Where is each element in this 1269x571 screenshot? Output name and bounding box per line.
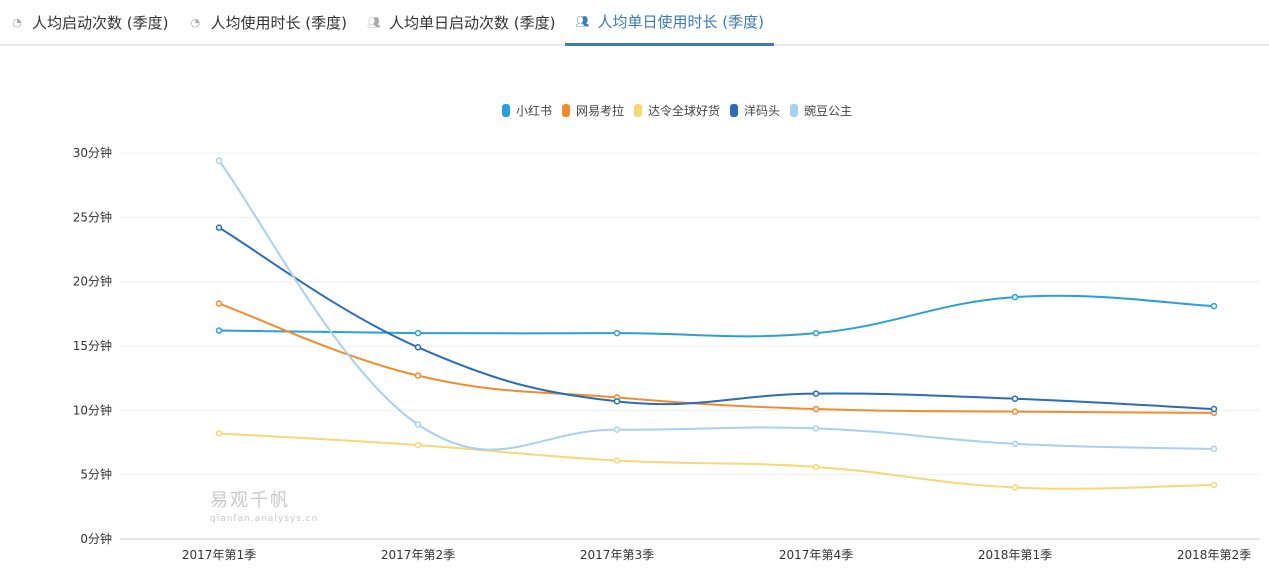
y-tick-label: 0分钟 <box>80 531 112 546</box>
chart-search-icon: ◔ <box>12 15 22 29</box>
data-point <box>1011 395 1019 403</box>
chart-legend: 小红书 网易考拉 达令全球好货 洋码头 豌豆公主 <box>502 102 862 119</box>
x-tick-label: 2018年第2季 <box>1177 548 1251 562</box>
series-line <box>218 226 1215 411</box>
data-point <box>215 300 223 307</box>
data-point <box>1210 405 1218 413</box>
y-tick-label: 10分钟 <box>73 402 112 417</box>
data-point <box>1210 302 1218 310</box>
data-point <box>1011 484 1019 491</box>
y-tick-label: 15分钟 <box>73 338 112 353</box>
tab-label: 人均单日启动次数 (季度) <box>388 13 556 32</box>
legend-swatch <box>562 104 571 117</box>
series-line <box>218 294 1215 338</box>
legend-swatch <box>730 104 739 117</box>
tab-usage-time-quarterly[interactable]: ◔ 人均使用时长 (季度) <box>178 0 356 44</box>
legend-item[interactable]: 达令全球好货 <box>634 102 720 119</box>
legend-label: 豌豆公主 <box>804 104 853 118</box>
data-point <box>414 329 422 337</box>
tab-label: 人均单日使用时长 (季度) <box>597 13 764 31</box>
data-point <box>812 329 820 337</box>
data-point <box>414 372 422 379</box>
data-point <box>812 405 820 413</box>
data-point <box>215 224 223 231</box>
legend-item[interactable]: 洋码头 <box>730 102 780 119</box>
data-point <box>613 398 621 405</box>
data-point <box>414 344 422 351</box>
legend-swatch <box>634 104 643 117</box>
watermark: 易观千帆 qianfan.analysys.cn <box>210 486 318 524</box>
x-tick-label: 2017年第1季 <box>182 548 256 562</box>
tab-daily-usage-time-quarterly[interactable]: 👥︎ 人均单日使用时长 (季度) <box>565 0 774 46</box>
data-point <box>613 426 621 433</box>
tab-label: 人均使用时长 (季度) <box>210 13 347 32</box>
legend-swatch <box>502 104 510 117</box>
data-point <box>812 463 820 471</box>
data-point <box>215 157 223 164</box>
data-point <box>1011 408 1019 415</box>
tab-daily-launches-quarterly[interactable]: 👥︎ 人均单日启动次数 (季度) <box>357 0 565 44</box>
tab-bar: ◔ 人均启动次数 (季度) ◔ 人均使用时长 (季度) 👥︎ 人均单日启动次数 (季度… <box>0 0 1269 46</box>
legend-label: 网易考拉 <box>576 104 625 118</box>
data-point <box>215 430 223 437</box>
watermark-name: 易观千帆 <box>210 490 290 511</box>
data-point <box>414 441 422 449</box>
data-point <box>1011 440 1019 448</box>
y-tick-label: 20分钟 <box>73 274 112 289</box>
legend-label: 达令全球好货 <box>648 104 721 118</box>
legend-label: 洋码头 <box>744 104 781 118</box>
legend-item[interactable]: 小红书 <box>502 102 552 119</box>
users-icon: 👥︎ <box>366 15 381 29</box>
legend-label: 小红书 <box>516 104 553 118</box>
y-tick-label: 30分钟 <box>73 145 112 160</box>
series-line <box>218 302 1215 414</box>
data-point <box>215 327 223 334</box>
legend-item[interactable]: 网易考拉 <box>562 102 624 119</box>
y-tick-label: 5分钟 <box>80 467 112 482</box>
data-point <box>613 329 621 337</box>
x-tick-label: 2018年第1季 <box>978 548 1052 562</box>
x-tick-label: 2017年第2季 <box>381 548 455 562</box>
data-point <box>1210 481 1218 489</box>
tab-label: 人均启动次数 (季度) <box>32 13 169 32</box>
data-point <box>812 390 820 397</box>
x-tick-label: 2017年第3季 <box>580 548 654 562</box>
users-icon: 👥︎ <box>575 15 590 28</box>
series-line <box>218 160 1215 451</box>
tab-launches-quarterly[interactable]: ◔ 人均启动次数 (季度) <box>0 0 178 44</box>
x-tick-label: 2017年第4季 <box>779 548 853 562</box>
data-point <box>1011 293 1019 301</box>
data-point <box>812 425 820 432</box>
legend-item[interactable]: 豌豆公主 <box>790 102 852 119</box>
data-point <box>1210 445 1218 453</box>
data-point <box>414 421 422 428</box>
y-tick-label: 25分钟 <box>73 209 112 224</box>
chart-search-icon: ◔ <box>190 15 201 29</box>
series-line <box>218 432 1215 490</box>
watermark-url: qianfan.analysys.cn <box>210 514 319 524</box>
legend-swatch <box>790 104 799 117</box>
data-point <box>613 457 621 464</box>
